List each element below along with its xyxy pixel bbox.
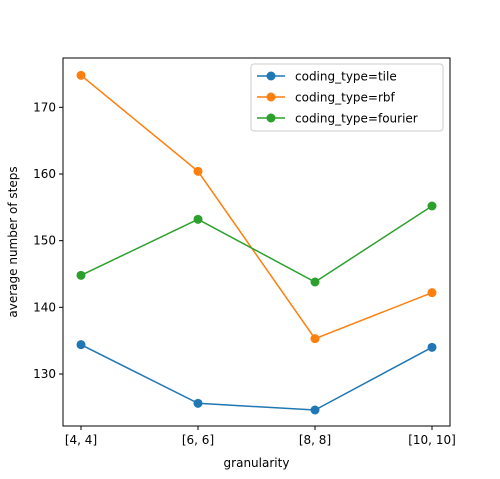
data-point-2-2 — [310, 277, 320, 287]
y-tick-label: 130 — [33, 367, 56, 381]
series-line-0 — [80, 344, 433, 411]
legend-label-2: coding_type=fourier — [295, 112, 418, 126]
y-axis-label: average number of steps — [6, 166, 20, 317]
data-point-2-1 — [193, 214, 203, 224]
y-tick-label: 150 — [33, 234, 56, 248]
legend: coding_type=tile coding_type=rbf coding_ty… — [250, 63, 444, 132]
y-tick-label: 140 — [33, 300, 56, 314]
data-point-2-3 — [427, 201, 437, 211]
x-axis-label: granularity — [224, 456, 290, 470]
data-point-0-3 — [427, 342, 437, 352]
data-point-0-1 — [193, 398, 203, 408]
x-tick-label: [8, 8] — [299, 433, 331, 447]
legend-marker-0 — [266, 71, 276, 81]
data-point-1-0 — [76, 70, 86, 80]
data-point-1-2 — [310, 334, 320, 344]
legend-label-1: coding_type=rbf — [295, 91, 396, 105]
series-layer — [76, 70, 437, 415]
legend-marker-1 — [266, 92, 276, 102]
legend-frame — [250, 63, 444, 132]
x-tick-label: [4, 4] — [65, 433, 97, 447]
data-point-1-3 — [427, 288, 437, 298]
legend-label-0: coding_type=tile — [295, 70, 397, 84]
plot-frame — [62, 57, 451, 427]
data-point-2-0 — [76, 270, 86, 280]
y-axis: 130 140 150 160 170 — [33, 100, 63, 381]
x-tick-label: [6, 6] — [182, 433, 214, 447]
series-line-2 — [80, 205, 433, 283]
legend-marker-2 — [266, 113, 276, 123]
x-tick-label: [10, 10] — [408, 433, 456, 447]
y-tick-label: 170 — [33, 100, 56, 114]
data-point-0-0 — [76, 340, 86, 350]
y-tick-label: 160 — [33, 167, 56, 181]
series-line-1 — [80, 74, 433, 340]
data-point-1-1 — [193, 166, 203, 176]
data-point-0-2 — [310, 405, 320, 415]
x-axis: [4, 4] [6, 6] [8, 8] [10, 10] — [65, 426, 456, 447]
